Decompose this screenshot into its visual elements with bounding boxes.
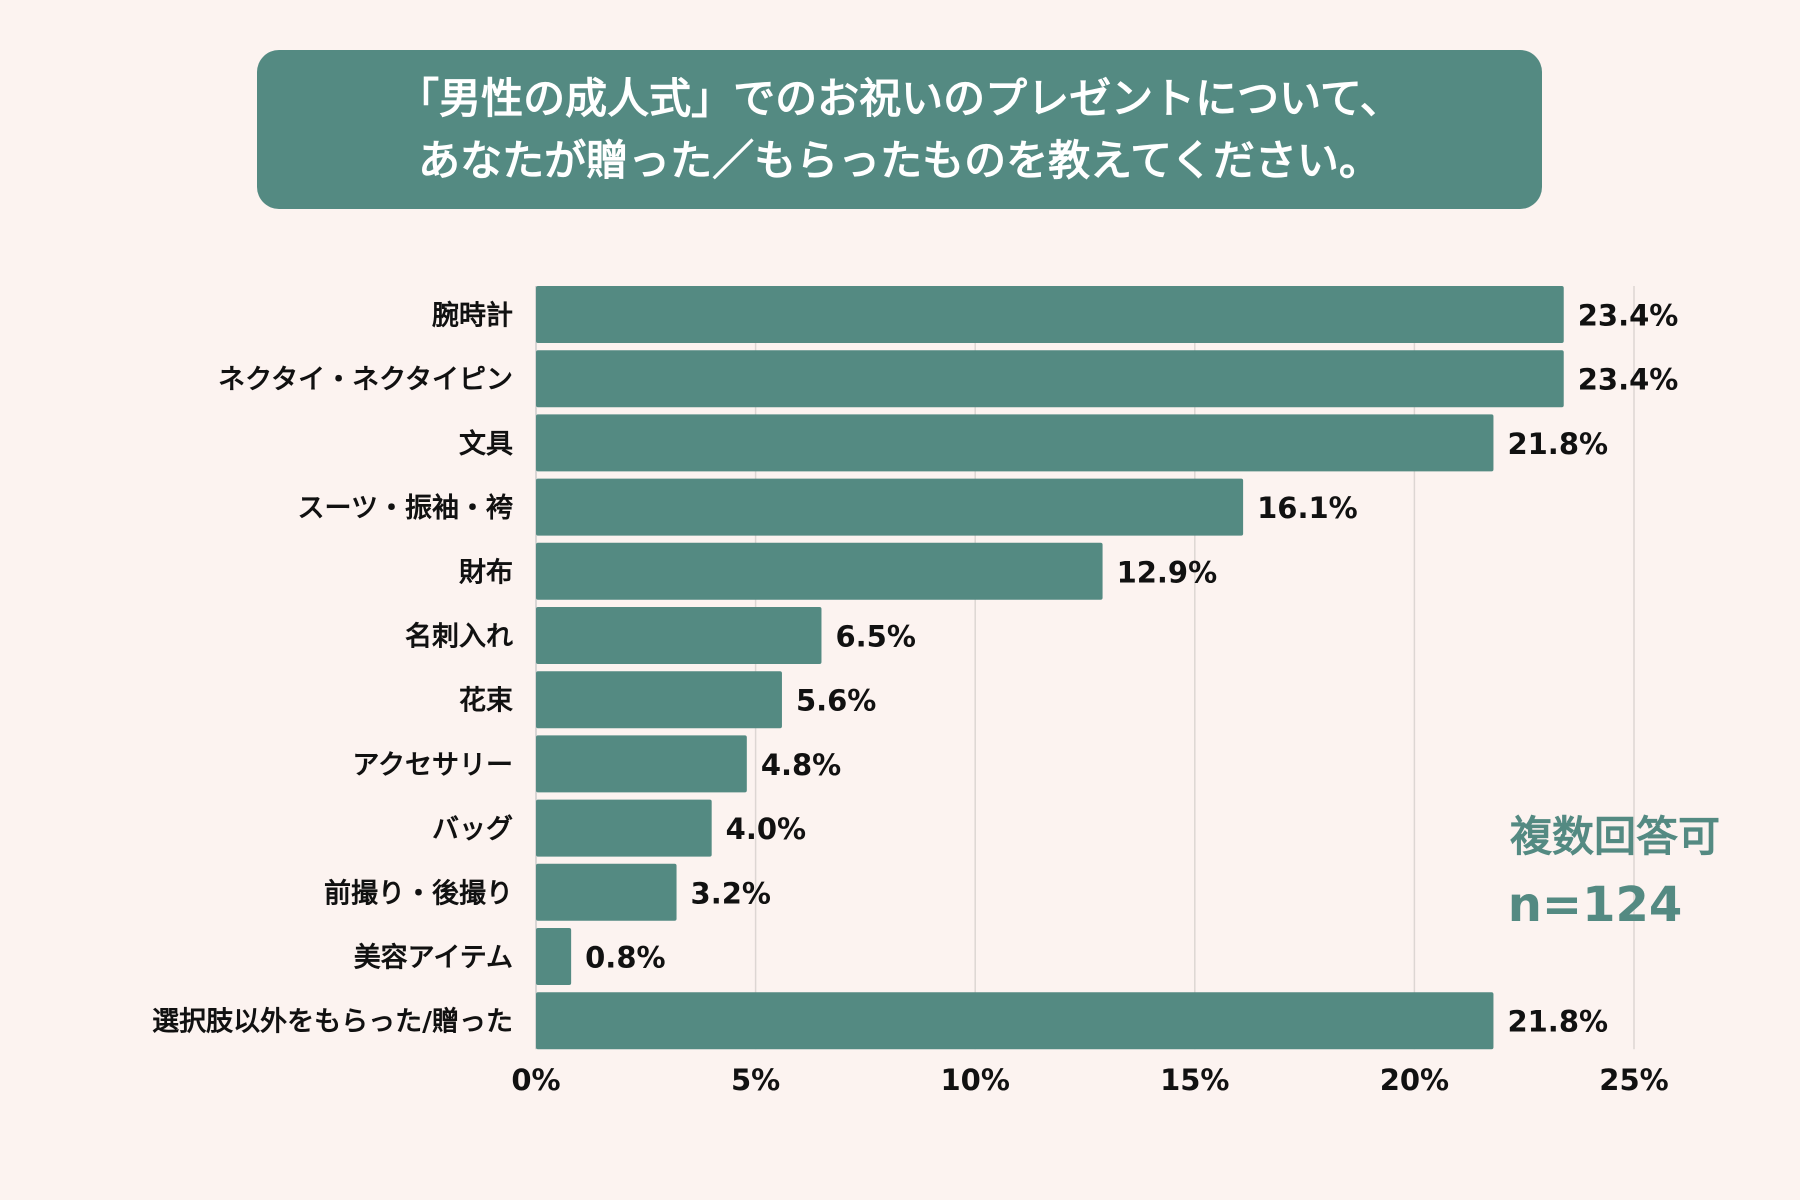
title-line-1: 「男性の成人式」でのお祝いのプレゼントについて、 <box>397 73 1402 123</box>
bar <box>536 478 1244 536</box>
response-note: 複数回答可 n=124 <box>1500 805 1730 941</box>
x-tick-label: 5% <box>731 1063 780 1097</box>
bar <box>536 350 1564 408</box>
category-label: 文具 <box>459 428 513 460</box>
category-label: 前撮り・後撮り <box>324 877 513 909</box>
category-label: 名刺入れ <box>405 621 513 653</box>
value-label: 4.0% <box>726 812 806 846</box>
value-label: 12.9% <box>1117 555 1218 589</box>
bar <box>536 542 1103 600</box>
x-tick-label: 0% <box>511 1063 560 1097</box>
value-label: 6.5% <box>835 620 915 654</box>
title-line-2: あなたが贈った／もらったものを教えてください。 <box>418 135 1381 185</box>
value-label: 21.8% <box>1507 427 1608 461</box>
bar <box>536 607 822 664</box>
category-label: バッグ <box>432 813 513 845</box>
category-label: 選択肢以外をもらった/贈った <box>152 1006 513 1038</box>
x-tick-label: 15% <box>1160 1063 1229 1097</box>
category-label: 腕時計 <box>432 300 513 332</box>
sample-size: n=124 <box>1507 877 1683 933</box>
chart-title: 「男性の成人式」でのお祝いのプレゼントについて、 あなたが贈った／もらったものを… <box>257 50 1542 209</box>
value-label: 5.6% <box>796 684 876 718</box>
category-label: アクセサリー <box>352 750 513 781</box>
value-label: 3.2% <box>691 876 771 910</box>
bar <box>536 735 747 793</box>
category-label: スーツ・振袖・袴 <box>298 492 514 524</box>
bar <box>536 414 1494 472</box>
value-label: 23.4% <box>1578 299 1679 333</box>
value-label: 4.8% <box>761 748 841 782</box>
value-label: 16.1% <box>1257 491 1358 525</box>
bar <box>536 671 782 729</box>
bar <box>536 799 712 857</box>
category-label: 財布 <box>459 557 513 588</box>
multiple-answers-note: 複数回答可 <box>1509 812 1720 861</box>
bar <box>536 286 1564 343</box>
value-label: 0.8% <box>585 941 665 975</box>
x-tick-label: 25% <box>1599 1063 1668 1097</box>
bar <box>536 928 572 985</box>
bar <box>536 863 677 921</box>
value-label: 23.4% <box>1578 363 1679 397</box>
x-tick-label: 20% <box>1380 1063 1449 1097</box>
category-label: 花束 <box>459 686 513 717</box>
x-tick-label: 10% <box>940 1063 1009 1097</box>
bar <box>536 992 1494 1050</box>
value-label: 21.8% <box>1507 1005 1608 1039</box>
category-label: ネクタイ・ネクタイピン <box>218 365 513 396</box>
category-label: 美容アイテム <box>354 942 513 974</box>
